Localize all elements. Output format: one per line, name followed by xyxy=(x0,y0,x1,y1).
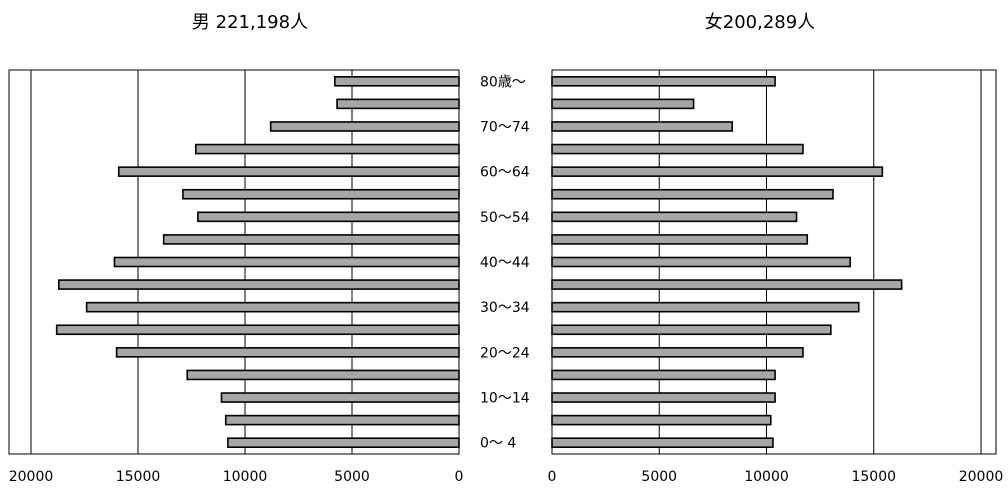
female-tick-label: 5000 xyxy=(641,469,677,485)
female-bar xyxy=(551,211,798,223)
age-group-label: 50～54 xyxy=(480,210,530,226)
male-bar xyxy=(334,75,460,87)
female-bar xyxy=(551,437,774,449)
female-bar xyxy=(551,301,860,313)
male-bar xyxy=(269,121,460,132)
male-tick-label: 5000 xyxy=(334,469,370,485)
male-bar xyxy=(55,324,460,336)
male-bar xyxy=(182,188,460,200)
age-group-label: 70～74 xyxy=(480,119,530,135)
female-bar xyxy=(551,347,804,358)
age-group-label: 20～24 xyxy=(480,345,530,361)
age-group-label: 80歳～ xyxy=(480,74,526,90)
female-title: 女200,289人 xyxy=(705,12,815,33)
male-bar xyxy=(194,143,460,155)
age-group-label: 30～34 xyxy=(480,300,530,316)
male-bar xyxy=(224,414,460,426)
age-group-label: 60～64 xyxy=(480,165,530,181)
female-bar xyxy=(551,121,733,132)
male-bar xyxy=(58,279,460,290)
female-tick-label: 0 xyxy=(548,469,557,485)
age-labels: 0～ 4 10～14 20～24 30～34 40～44 50～54 60～64 70～74 8… xyxy=(480,74,530,451)
female-bar xyxy=(551,369,776,381)
male-bar xyxy=(336,98,460,110)
male-bar xyxy=(117,166,460,177)
male-bar xyxy=(113,256,460,268)
female-bar xyxy=(551,166,884,177)
female-bar xyxy=(551,279,903,290)
female-tick-label: 15000 xyxy=(851,469,896,485)
male-tick-label: 15000 xyxy=(116,469,161,485)
female-bar xyxy=(551,414,772,426)
female-bar xyxy=(551,143,804,155)
male-bar xyxy=(85,301,460,313)
male-bar xyxy=(220,392,460,403)
female-bar xyxy=(551,234,809,245)
female-bar xyxy=(551,75,776,87)
female-panel: 0 5000 10000 15000 20000 xyxy=(548,69,1004,485)
male-panel: 20000 15000 10000 5000 0 xyxy=(8,69,464,485)
age-group-label: 40～44 xyxy=(480,255,530,271)
male-tick-label: 0 xyxy=(455,469,464,485)
male-bar xyxy=(115,347,460,358)
female-bar xyxy=(551,256,851,268)
female-bar xyxy=(551,392,776,403)
age-group-label: 10～14 xyxy=(480,391,530,407)
male-tick-label: 20000 xyxy=(9,469,54,485)
female-bar xyxy=(551,98,695,110)
male-tick-label: 10000 xyxy=(223,469,268,485)
female-tick-label: 10000 xyxy=(744,469,789,485)
male-bar xyxy=(162,234,460,245)
female-bar xyxy=(551,188,834,200)
female-tick-label: 20000 xyxy=(959,469,1004,485)
male-bar xyxy=(227,437,460,449)
female-bar xyxy=(551,324,832,336)
male-bar xyxy=(197,211,460,223)
age-group-label: 0～ 4 xyxy=(480,436,516,452)
male-bar xyxy=(186,369,460,381)
male-title: 男 221,198人 xyxy=(192,12,308,33)
